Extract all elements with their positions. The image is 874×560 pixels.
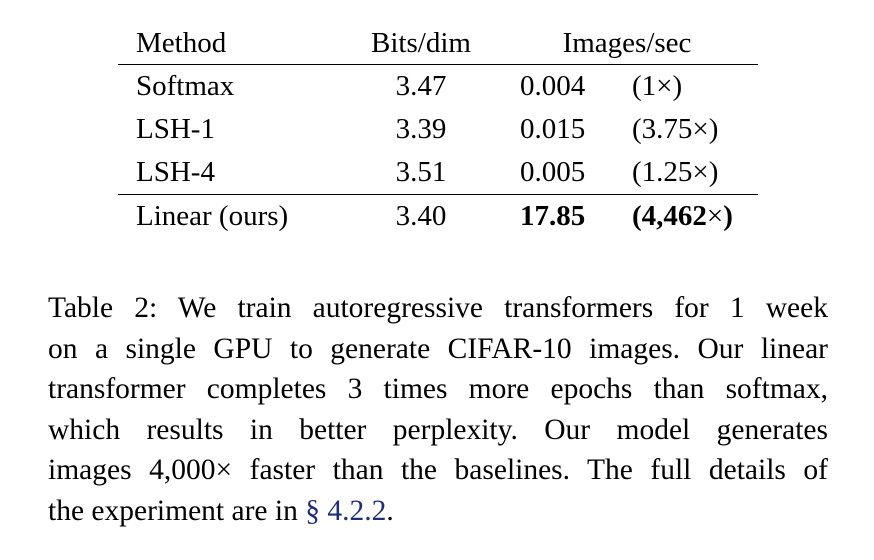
results-table-container: Method Bits/dim Images/sec Softmax 3.47 …: [118, 22, 758, 238]
method-cell: Linear (ours): [136, 200, 289, 232]
table-row: LSH-4 3.51 0.005 (1.25×): [118, 151, 758, 195]
images-per-sec-cell: 0.005: [520, 156, 586, 188]
bits-cell: 3.47: [395, 70, 447, 102]
header-method: Method: [136, 26, 227, 59]
speedup-cell: (1.25×): [632, 156, 719, 188]
speedup-cell: (1×): [632, 70, 683, 102]
header-bits-per-dim: Bits/dim: [371, 26, 471, 59]
table-header-row: Method Bits/dim Images/sec: [118, 22, 758, 65]
images-per-sec-cell: 0.004: [520, 70, 586, 102]
table-caption: Table 2: We train autoregressive transfo…: [48, 288, 828, 531]
speedup-value: 4,462: [641, 200, 707, 232]
images-per-sec-cell: 0.015: [520, 113, 586, 145]
results-table: Method Bits/dim Images/sec Softmax 3.47 …: [118, 22, 758, 238]
caption-line: Table 2: We train autoregressive transfo…: [48, 292, 828, 324]
method-cell: Softmax: [136, 70, 235, 102]
bits-cell: 3.39: [395, 113, 447, 145]
caption-line: transformer completes 3 times more epoch…: [48, 373, 828, 405]
section-symbol: §: [305, 494, 320, 527]
caption-line: the experiment are in § 4.2.2.: [48, 491, 828, 532]
method-cell: LSH-1: [136, 113, 215, 145]
section-number: 4.2.2: [327, 494, 387, 527]
times-symbol: ×: [706, 200, 724, 232]
table-row: Softmax 3.47 0.004 (1×): [118, 65, 758, 109]
method-cell: LSH-4: [136, 156, 215, 188]
speedup-cell: (4,462×): [616, 195, 758, 239]
table-row: Linear (ours) 3.40 17.85 (4,462×): [118, 194, 758, 239]
caption-line: images 4,000× faster than the baselines.…: [48, 454, 828, 486]
section-reference-link[interactable]: § 4.2.2: [305, 495, 386, 527]
caption-line: on a single GPU to generate CIFAR-10 ima…: [48, 332, 828, 365]
bits-cell: 3.40: [395, 200, 447, 232]
images-per-sec-cell: 17.85: [520, 200, 586, 232]
caption-line: which results in better perplexity. Our …: [48, 413, 828, 446]
header-images-per-sec: Images/sec: [562, 26, 692, 59]
caption-period: .: [386, 494, 394, 527]
speedup-close-paren: ): [723, 200, 733, 232]
speedup-open-paren: (: [632, 200, 642, 232]
table-row: LSH-1 3.39 0.015 (3.75×): [118, 108, 758, 151]
bits-cell: 3.51: [395, 156, 447, 188]
speedup-cell: (3.75×): [632, 113, 719, 145]
caption-last-line-text: the experiment are in: [48, 494, 306, 527]
